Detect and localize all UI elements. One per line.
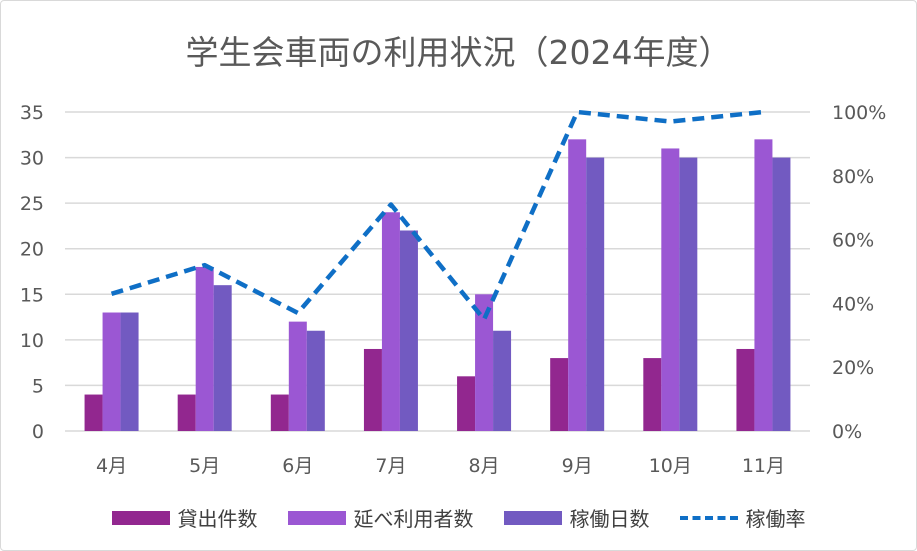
- y2-tick-label: 0%: [832, 421, 862, 443]
- line-稼働率: [110, 109, 764, 322]
- bar-貸出件数: [457, 376, 476, 431]
- legend-swatch: [679, 515, 738, 520]
- bar-稼働日数: [493, 330, 512, 431]
- y2-tick-label: 60%: [832, 230, 874, 252]
- x-tick-label: 5月: [189, 455, 220, 477]
- legend-label: 稼働率: [745, 507, 806, 531]
- bar-貸出件数: [177, 394, 196, 431]
- y-tick-label: 0: [32, 421, 44, 443]
- y2-tick-label: 40%: [832, 293, 874, 315]
- x-tick-label: 4月: [96, 455, 127, 477]
- legend: 貸出件数 延べ利用者数 稼働日数 稼働率: [0, 503, 917, 532]
- chart-title: 学生会車両の利用状況（2024年度）: [185, 33, 732, 72]
- bar-稼働日数: [120, 312, 139, 431]
- x-tick-label: 11月: [742, 455, 785, 477]
- bar-延べ利用者数: [195, 266, 214, 431]
- bar-貸出件数: [84, 394, 103, 431]
- y-tick-label: 20: [20, 239, 44, 261]
- x-tick-label: 8月: [469, 455, 500, 477]
- y2-tick-label: 100%: [832, 102, 886, 124]
- bar-延べ利用者数: [568, 139, 587, 432]
- legend-swatch: [503, 510, 562, 525]
- legend-item: 稼働日数: [503, 503, 650, 532]
- y-tick-label: 35: [20, 102, 44, 124]
- y-tick-label: 5: [32, 375, 44, 397]
- legend-swatch: [287, 510, 346, 525]
- bar-稼働日数: [772, 157, 791, 432]
- y2-tick-label: 20%: [832, 357, 874, 379]
- y2-tick-label: 80%: [832, 166, 874, 188]
- bar-貸出件数: [736, 348, 755, 431]
- bar-貸出件数: [270, 394, 289, 431]
- x-tick-label: 7月: [375, 455, 406, 477]
- bar-稼働日数: [306, 330, 325, 431]
- bar-稼働日数: [586, 157, 605, 432]
- bar-延べ利用者数: [661, 148, 680, 431]
- legend-swatch: [111, 510, 170, 525]
- legend-item: 稼働率: [679, 503, 806, 532]
- x-tick-label: 9月: [562, 455, 593, 477]
- bar-稼働日数: [679, 157, 698, 432]
- bar-稼働日数: [399, 230, 418, 431]
- bar-延べ利用者数: [754, 139, 773, 432]
- y-tick-label: 25: [20, 193, 44, 215]
- bar-稼働日数: [213, 285, 232, 431]
- bar-延べ利用者数: [102, 312, 121, 431]
- bar-貸出件数: [363, 348, 382, 431]
- legend-label: 貸出件数: [177, 507, 258, 531]
- x-tick-label: 6月: [282, 455, 313, 477]
- y-tick-label: 30: [20, 148, 44, 170]
- bar-延べ利用者数: [381, 212, 400, 431]
- bar-貸出件数: [550, 358, 569, 431]
- bar-延べ利用者数: [475, 294, 494, 431]
- x-tick-label: 10月: [649, 455, 692, 477]
- legend-item: 貸出件数: [111, 503, 258, 532]
- legend-label: 稼働日数: [569, 507, 650, 531]
- y-tick-label: 10: [20, 330, 44, 352]
- y-tick-label: 15: [20, 284, 44, 306]
- bar-貸出件数: [643, 358, 662, 431]
- bar-延べ利用者数: [288, 321, 307, 431]
- legend-item: 延べ利用者数: [287, 503, 474, 532]
- legend-label: 延べ利用者数: [353, 507, 474, 531]
